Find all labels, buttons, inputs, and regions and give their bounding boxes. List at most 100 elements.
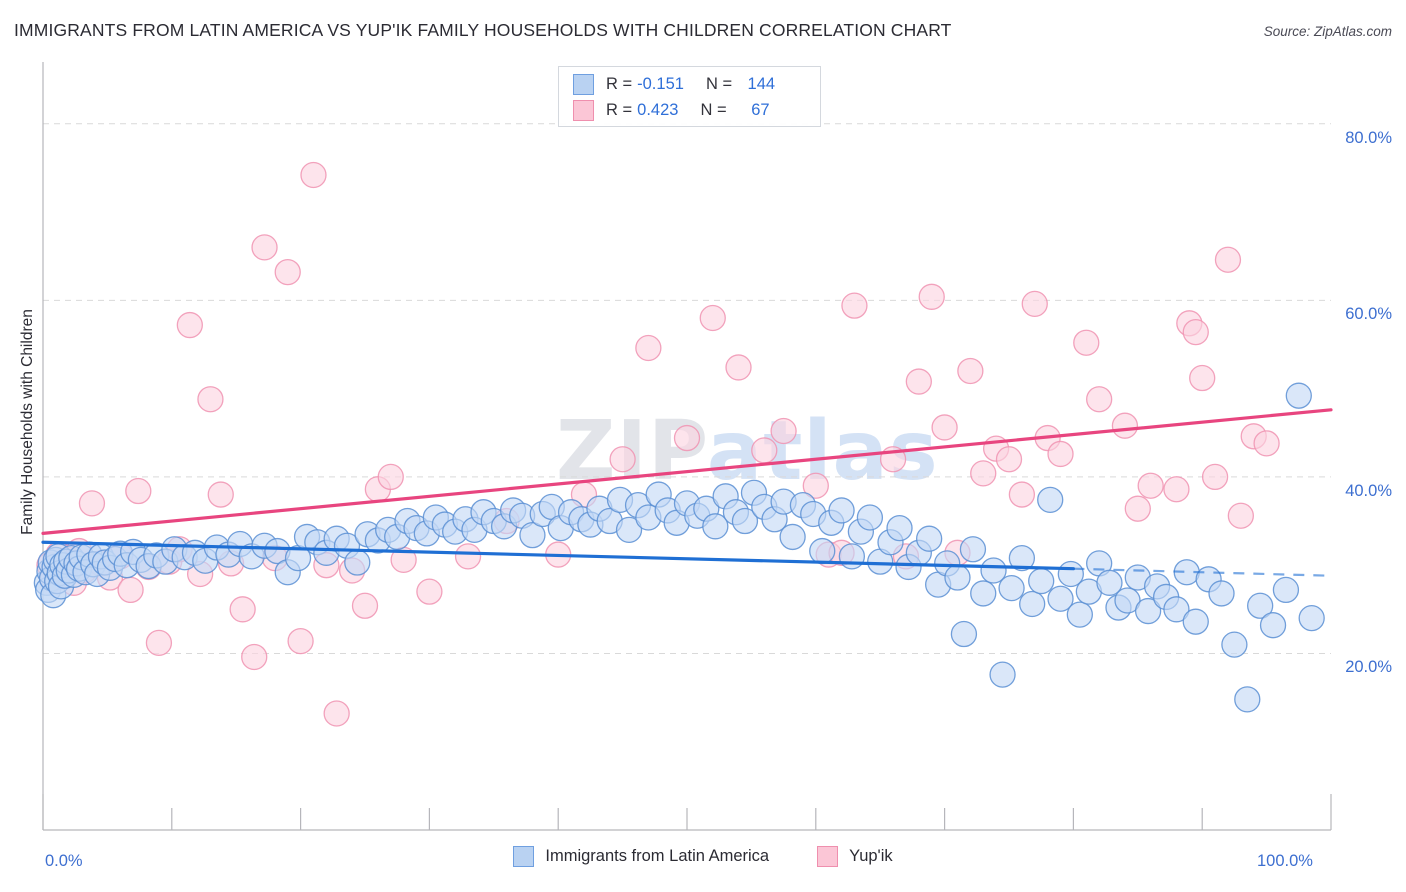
data-point[interactable]	[918, 283, 945, 310]
data-point[interactable]	[145, 629, 173, 657]
trendline-yupik	[41, 408, 1333, 535]
data-point[interactable]	[970, 580, 997, 607]
data-point[interactable]	[802, 472, 829, 499]
data-point[interactable]	[78, 490, 106, 517]
legend-swatch-yupik-icon	[817, 846, 839, 867]
data-point[interactable]	[274, 258, 301, 286]
r-label-immigrants: R =	[606, 74, 633, 93]
data-point[interactable]	[1134, 597, 1162, 625]
legend-item-immigrants[interactable]: Immigrants from Latin America	[513, 846, 769, 867]
data-point[interactable]	[886, 514, 913, 542]
data-point[interactable]	[1253, 430, 1280, 457]
data-point[interactable]	[1285, 382, 1312, 409]
data-point[interactable]	[1182, 318, 1209, 346]
data-point[interactable]	[615, 516, 643, 544]
n-label-yupik: N =	[700, 100, 727, 119]
data-point[interactable]	[970, 460, 997, 487]
data-point[interactable]	[1234, 686, 1261, 713]
data-point[interactable]	[377, 463, 404, 491]
data-point[interactable]	[117, 576, 144, 604]
data-point[interactable]	[1096, 569, 1123, 596]
data-point[interactable]	[1021, 290, 1048, 318]
data-point[interactable]	[751, 437, 778, 464]
data-point[interactable]	[957, 357, 984, 385]
data-point[interactable]	[287, 627, 314, 655]
data-point[interactable]	[519, 522, 546, 549]
data-point[interactable]	[841, 292, 868, 319]
data-point[interactable]	[1163, 476, 1190, 503]
data-point[interactable]	[731, 507, 759, 535]
data-point[interactable]	[454, 543, 482, 570]
data-point[interactable]	[702, 513, 729, 540]
data-point[interactable]	[989, 661, 1016, 688]
data-point[interactable]	[1137, 472, 1164, 499]
data-point[interactable]	[1114, 587, 1141, 614]
data-point[interactable]	[207, 481, 234, 508]
data-point[interactable]	[915, 525, 943, 552]
data-point[interactable]	[950, 620, 978, 648]
data-point[interactable]	[197, 386, 224, 413]
data-point[interactable]	[770, 417, 797, 445]
data-point[interactable]	[1111, 412, 1139, 439]
data-point[interactable]	[980, 557, 1007, 584]
data-point[interactable]	[125, 477, 152, 505]
y-tick-label: 40.0%	[1345, 481, 1392, 500]
data-point[interactable]	[1047, 585, 1074, 612]
data-point[interactable]	[351, 592, 379, 619]
data-point[interactable]	[673, 424, 701, 452]
data-point[interactable]	[416, 578, 443, 605]
data-point[interactable]	[323, 700, 350, 727]
data-point[interactable]	[1298, 604, 1325, 632]
data-point[interactable]	[1247, 592, 1274, 619]
data-points-yupik[interactable]	[36, 161, 1280, 727]
data-point[interactable]	[725, 354, 752, 381]
data-point[interactable]	[1227, 502, 1254, 529]
data-point[interactable]	[1163, 596, 1190, 623]
data-point[interactable]	[635, 334, 662, 362]
data-point[interactable]	[609, 446, 636, 473]
data-point[interactable]	[1028, 567, 1055, 595]
data-point[interactable]	[779, 523, 806, 551]
data-point[interactable]	[1259, 612, 1287, 639]
data-point[interactable]	[944, 564, 971, 591]
series-legend: Immigrants from Latin America Yup'ik	[0, 846, 1406, 867]
data-point[interactable]	[1124, 495, 1151, 522]
data-point[interactable]	[1272, 576, 1300, 604]
data-point[interactable]	[1086, 386, 1113, 413]
data-point[interactable]	[838, 543, 866, 570]
data-point[interactable]	[1073, 329, 1100, 356]
data-point[interactable]	[1221, 631, 1248, 658]
data-point[interactable]	[931, 414, 958, 441]
data-point[interactable]	[905, 368, 932, 395]
data-point[interactable]	[176, 311, 203, 339]
data-point[interactable]	[300, 161, 327, 189]
data-point[interactable]	[699, 304, 726, 332]
data-point[interactable]	[1208, 580, 1235, 607]
data-point[interactable]	[344, 549, 371, 576]
data-point[interactable]	[1008, 481, 1036, 508]
data-point[interactable]	[1008, 544, 1036, 572]
data-point[interactable]	[1019, 590, 1046, 618]
data-point[interactable]	[809, 537, 836, 565]
data-point[interactable]	[959, 536, 987, 563]
data-point[interactable]	[995, 446, 1023, 473]
data-point[interactable]	[1214, 246, 1242, 273]
data-point[interactable]	[1037, 486, 1064, 513]
r-value-immigrants: -0.151	[637, 74, 684, 93]
data-point[interactable]	[828, 497, 855, 524]
data-point[interactable]	[241, 643, 268, 671]
legend-item-yupik[interactable]: Yup'ik	[817, 846, 893, 867]
data-point[interactable]	[998, 574, 1025, 602]
data-point[interactable]	[856, 504, 884, 531]
data-point[interactable]	[1201, 463, 1229, 491]
data-point[interactable]	[229, 596, 256, 623]
data-point[interactable]	[1047, 440, 1074, 468]
data-point[interactable]	[1189, 364, 1216, 392]
y-tick-label: 80.0%	[1345, 128, 1392, 147]
data-point[interactable]	[1066, 601, 1093, 628]
data-point[interactable]	[1182, 608, 1209, 635]
y-tick-label: 20.0%	[1345, 658, 1392, 677]
data-point[interactable]	[251, 234, 278, 261]
